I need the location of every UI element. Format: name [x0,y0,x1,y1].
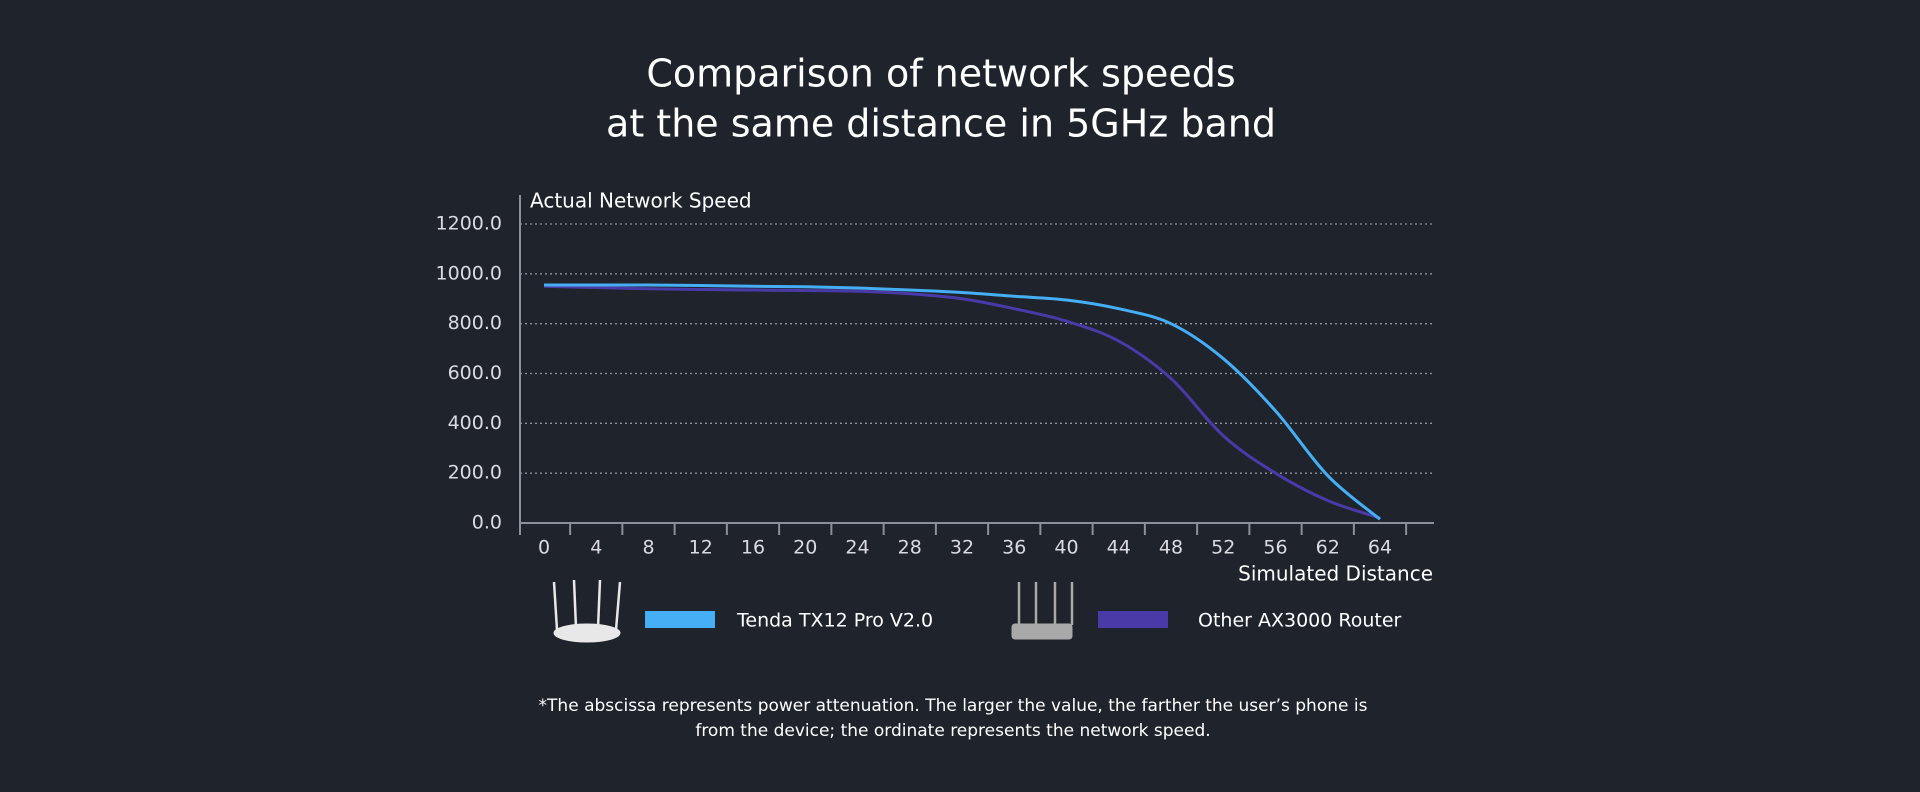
x-tick-label: 32 [950,537,974,559]
legend-swatch [645,611,715,628]
y-tick-label: 1200.0 [436,213,502,235]
x-tick-label: 52 [1211,537,1235,559]
x-tick-label: 62 [1316,537,1340,559]
x-tick-label: 12 [689,537,713,559]
x-tick-label: 36 [1002,537,1026,559]
x-tick-label: 8 [642,537,654,559]
x-tick-label: 56 [1263,537,1287,559]
x-tick-label: 24 [845,537,869,559]
chart-title: Comparison of network speeds [646,52,1235,96]
legend-label: Other AX3000 Router [1198,610,1402,632]
router-icon [1011,582,1074,640]
x-tick-label: 40 [1054,537,1078,559]
y-tick-label: 600.0 [448,362,502,384]
footnote: *The abscissa represents power attenuati… [539,696,1368,716]
x-tick-label: 20 [793,537,817,559]
legend-swatch [1098,611,1168,628]
x-tick-label: 28 [898,537,922,559]
series-line [543,284,1381,520]
y-tick-label: 800.0 [448,312,502,334]
footnote: from the device; the ordinate represents… [695,721,1210,741]
y-tick-label: 1000.0 [436,262,502,284]
chart-title: at the same distance in 5GHz band [606,102,1276,146]
router-icon [552,579,622,643]
x-tick-label: 0 [538,537,550,559]
legend-label: Tenda TX12 Pro V2.0 [736,610,933,632]
y-tick-label: 200.0 [448,462,502,484]
series-line [544,283,1381,521]
x-tick-label: 48 [1159,537,1183,559]
x-tick-label: 64 [1368,537,1392,559]
x-tick-label: 4 [590,537,602,559]
y-axis-label: Actual Network Speed [530,189,752,213]
y-tick-label: 0.0 [472,512,502,534]
y-tick-label: 400.0 [448,412,502,434]
x-axis-label: Simulated Distance [1238,562,1433,586]
x-tick-label: 16 [741,537,765,559]
x-tick-label: 44 [1107,537,1131,559]
